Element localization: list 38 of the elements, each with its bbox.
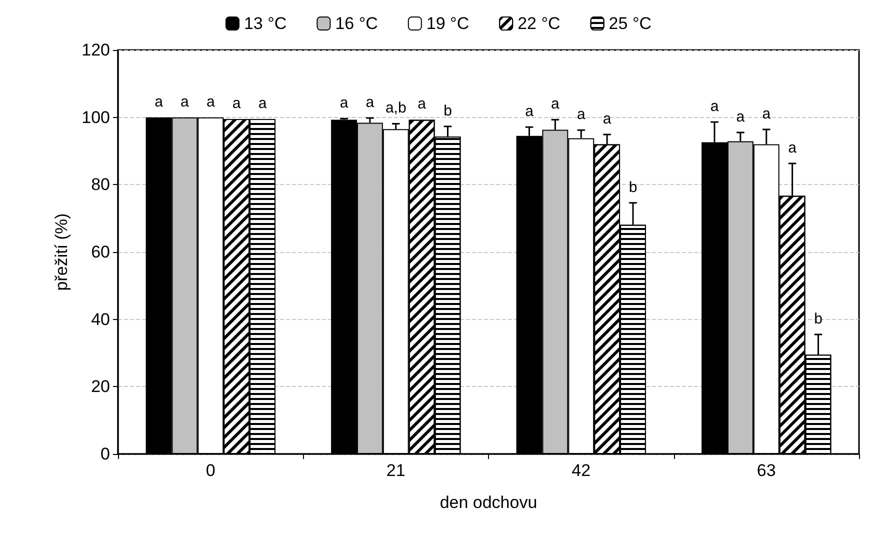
annotation: a [525,103,534,120]
x-axis-title: den odchovu [440,493,538,512]
annotation: a [418,96,427,113]
annotation: a [180,93,190,110]
annotation: a [366,94,375,112]
annotation: b [444,102,452,120]
annotation: a [710,98,720,116]
annotation: a [232,95,242,112]
y-tick-label: 80 [91,175,110,194]
legend-label: 25 °C [608,14,652,33]
y-axis-title: přežití (%) [52,213,71,291]
annotation: a [736,108,746,126]
annotation: a [602,110,612,128]
annotation: a [258,95,268,112]
annotation: b [628,178,638,196]
y-tick-label: 40 [91,310,110,329]
annotation: a [762,105,772,122]
annotation: a [206,93,216,110]
annotation: b [814,310,822,328]
y-tick-label: 60 [91,242,110,262]
annotation: a,b [385,100,406,117]
y-tick-label: 20 [91,377,110,396]
y-tick-label: 120 [82,40,110,60]
y-tick-label: 0 [100,444,110,464]
legend-label: 13 °C [244,14,287,33]
x-tick-label: 63 [756,461,776,480]
y-tick-label: 100 [82,108,110,127]
x-tick-label: 42 [572,461,591,480]
annotation: a [551,96,560,113]
x-tick-label: 0 [206,461,216,480]
annotation: a [340,94,349,112]
annotation: a [788,139,798,156]
x-tick-label: 21 [386,461,406,480]
annotation: a [154,93,164,110]
legend-label: 16 °C [335,14,378,33]
annotation: a [576,106,586,124]
legend-label: 22 °C [518,14,560,33]
legend-label: 19 °C [426,14,470,33]
